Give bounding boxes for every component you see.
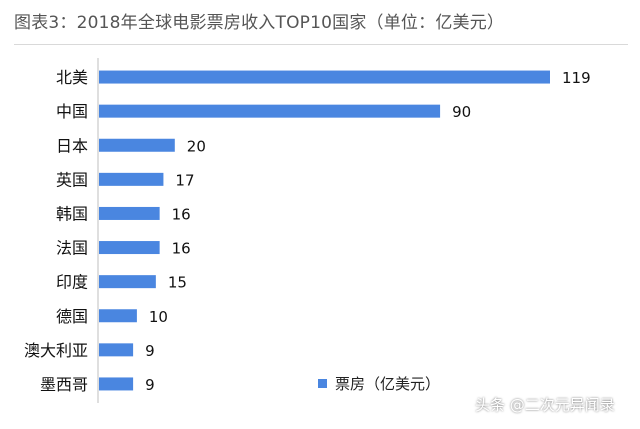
bar	[99, 343, 134, 357]
legend-label: 票房（亿美元）	[335, 375, 441, 393]
bar	[99, 206, 160, 220]
category-label: 英国	[56, 170, 88, 189]
category-label: 德国	[56, 307, 88, 326]
bar	[99, 70, 550, 84]
bar	[99, 172, 164, 186]
bar	[99, 309, 137, 323]
category-label: 日本	[56, 136, 88, 155]
value-label: 15	[168, 274, 187, 292]
watermark-text: 头条 @二次元异闻录	[475, 396, 615, 414]
value-label: 16	[172, 240, 191, 258]
bar	[99, 275, 156, 289]
value-label: 16	[172, 205, 191, 223]
value-label: 119	[562, 69, 591, 87]
legend-swatch	[318, 379, 327, 388]
bar	[99, 104, 441, 118]
title-divider	[14, 44, 628, 45]
category-label: 韩国	[56, 204, 88, 223]
bar	[99, 138, 175, 152]
bar	[99, 241, 160, 255]
value-label: 9	[145, 342, 155, 360]
category-label: 法国	[56, 239, 88, 258]
legend: 票房（亿美元）	[318, 373, 440, 394]
value-label: 10	[149, 308, 168, 326]
bar	[99, 377, 134, 391]
category-label: 墨西哥	[40, 375, 88, 394]
value-label: 20	[187, 137, 206, 155]
value-label: 9	[145, 376, 155, 394]
category-label: 北美	[56, 68, 88, 87]
value-label: 17	[175, 171, 194, 189]
category-label: 澳大利亚	[24, 341, 88, 360]
value-label: 90	[452, 103, 471, 121]
category-label: 中国	[56, 102, 88, 121]
category-label: 印度	[56, 273, 88, 292]
chart-title: 图表3：2018年全球电影票房收入TOP10国家（单位：亿美元）	[14, 13, 505, 33]
